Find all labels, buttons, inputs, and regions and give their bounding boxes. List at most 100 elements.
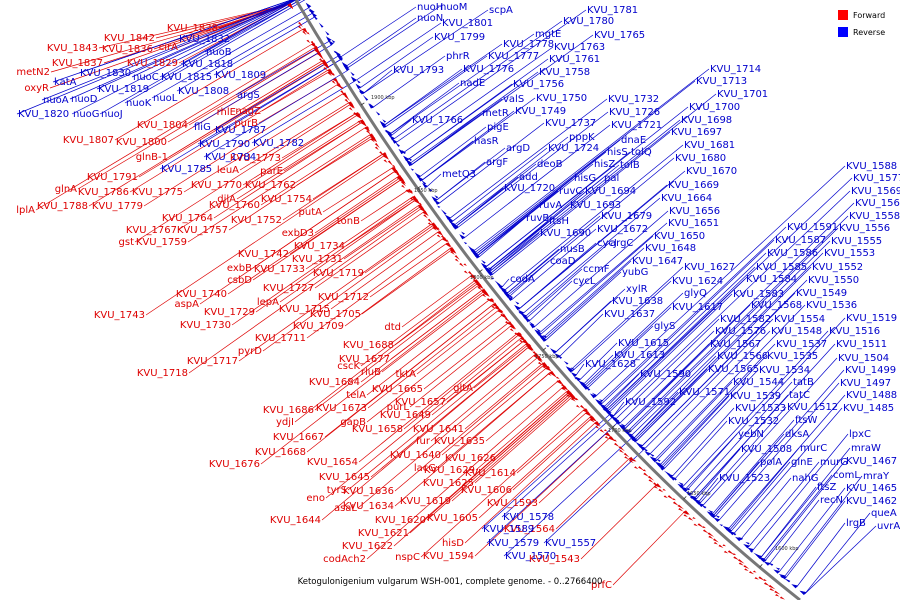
- reverse-feature-arrow: [542, 334, 547, 338]
- forward-feature-arrow: [774, 590, 781, 595]
- tick-mark: [542, 347, 547, 351]
- forward-leader-line: [231, 197, 415, 326]
- reverse-leader-line: [159, 0, 297, 78]
- reverse-leader-line: [503, 436, 633, 557]
- reverse-gene-label: KVU_1647: [632, 256, 683, 267]
- forward-gene-label: parE: [260, 166, 283, 177]
- forward-feature-arrow: [655, 483, 662, 488]
- forward-gene-label: KVU_1629: [424, 465, 475, 476]
- reverse-feature-arrow: [783, 577, 791, 583]
- reverse-gene-label: metQ3: [442, 169, 476, 180]
- reverse-leader-line: [473, 68, 710, 252]
- reverse-leader-line: [649, 330, 771, 455]
- reverse-leader-line: [615, 318, 720, 420]
- reverse-leader-line: [804, 525, 877, 594]
- forward-gene-label: tyrS: [327, 485, 347, 496]
- forward-feature-arrow: [677, 504, 685, 510]
- reverse-gene-label: KVU_1766: [412, 115, 463, 126]
- reverse-feature-arrow: [613, 417, 619, 422]
- reverse-gene-label: KVU_1562: [855, 198, 900, 209]
- forward-feature-arrow: [383, 154, 389, 160]
- forward-gene-label: KVU_1621: [358, 528, 409, 539]
- forward-feature-arrow: [430, 222, 437, 228]
- forward-leader-line: [366, 314, 503, 423]
- reverse-gene-label: KVU_1544: [733, 377, 784, 388]
- reverse-feature-arrow: [311, 12, 317, 18]
- forward-gene-label: KVU_1614: [465, 468, 516, 479]
- forward-feature-arrow: [509, 324, 515, 330]
- reverse-gene-label: KVU_1787: [215, 125, 266, 136]
- reverse-feature-arrow: [631, 438, 635, 442]
- forward-feature-arrow: [387, 160, 394, 167]
- reverse-feature-arrow: [388, 133, 394, 140]
- forward-feature-arrow: [768, 584, 776, 590]
- reverse-feature-arrow: [708, 509, 714, 514]
- forward-gene-label: eno: [306, 493, 325, 504]
- forward-feature-arrow: [370, 134, 376, 141]
- forward-gene-label: KVU_1757: [177, 225, 228, 236]
- reverse-leader-line: [633, 391, 679, 439]
- reverse-gene-label: KVU_1566: [717, 351, 768, 362]
- forward-feature-arrow: [624, 456, 629, 460]
- forward-gene-label: KVU_1676: [209, 459, 260, 470]
- forward-feature-arrow: [509, 328, 514, 332]
- reverse-gene-label: mraW: [851, 443, 881, 454]
- reverse-leader-line: [475, 151, 607, 255]
- forward-gene-label: prfC: [591, 580, 612, 591]
- forward-gene-label: dtd: [384, 322, 401, 333]
- reverse-feature-arrow: [570, 372, 578, 377]
- forward-feature-arrow: [327, 68, 333, 75]
- reverse-leader-line: [714, 369, 845, 518]
- forward-leader-line: [474, 396, 573, 484]
- reverse-gene-label: yebN: [738, 429, 764, 440]
- forward-feature-arrow: [374, 146, 379, 150]
- forward-feature-arrow: [642, 469, 647, 472]
- forward-gene-label: aspA: [174, 299, 199, 310]
- reverse-gene-label: KVU_1532: [728, 416, 779, 427]
- reverse-leader-line: [354, 22, 442, 82]
- reverse-feature-arrow: [540, 336, 547, 342]
- reverse-gene-label: KVU_1721: [611, 120, 662, 131]
- forward-feature-arrow: [357, 120, 362, 124]
- forward-leader-line: [381, 292, 486, 373]
- forward-leader-line: [294, 281, 477, 423]
- reverse-gene-label: KVU_1638: [612, 296, 663, 307]
- forward-leader-line: [347, 343, 527, 491]
- forward-feature-arrow: [366, 126, 370, 129]
- reverse-gene-label: KVU_1651: [668, 218, 719, 229]
- forward-leader-line: [441, 367, 548, 456]
- reverse-leader-line: [694, 394, 789, 499]
- reverse-gene-label: valS: [503, 94, 524, 105]
- reverse-gene-label: KVU_1504: [838, 353, 889, 364]
- reverse-feature-arrow: [467, 245, 474, 251]
- reverse-gene-label: tatC: [789, 390, 810, 401]
- forward-leader-line: [431, 340, 525, 416]
- forward-leader-line: [77, 47, 316, 190]
- reverse-feature-arrow: [574, 377, 578, 380]
- forward-feature-arrow: [423, 210, 429, 217]
- forward-gene-label: KVU_1842: [104, 33, 155, 44]
- forward-feature-arrow: [775, 593, 780, 597]
- forward-feature-arrow: [688, 517, 694, 521]
- reverse-gene-label: KVU_1613: [614, 350, 665, 361]
- reverse-leader-line: [489, 119, 681, 273]
- forward-leader-line: [403, 334, 520, 430]
- reverse-gene-label: comL: [833, 470, 860, 481]
- forward-leader-line: [227, 177, 401, 295]
- reverse-gene-label: KVU_1587: [775, 235, 826, 246]
- forward-gene-label: KVU_1759: [136, 237, 187, 248]
- reverse-leader-line: [630, 240, 831, 437]
- reverse-leader-line: [362, 9, 489, 94]
- reverse-gene-label: KVU_1577: [853, 173, 900, 184]
- reverse-feature-arrow: [473, 253, 480, 259]
- reverse-gene-label: nadE: [460, 78, 485, 89]
- forward-feature-arrow: [628, 456, 635, 462]
- forward-feature-arrow: [582, 408, 589, 414]
- reverse-gene-label: ruvC: [559, 186, 582, 197]
- forward-leader-line: [485, 380, 559, 442]
- reverse-leader-line: [402, 46, 554, 154]
- forward-leader-line: [236, 60, 324, 113]
- forward-gene-label: KVU_1686: [263, 405, 314, 416]
- reverse-leader-line: [539, 235, 654, 336]
- forward-leader-line: [473, 344, 529, 389]
